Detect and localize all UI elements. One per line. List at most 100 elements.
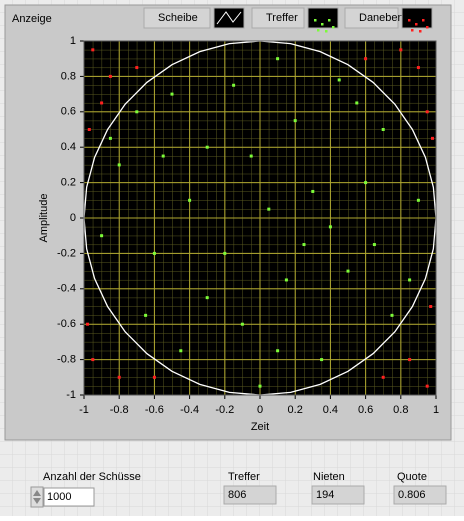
point: [135, 110, 139, 114]
legend-label: Scheibe: [158, 12, 198, 24]
point: [302, 243, 306, 247]
hits-value: 806: [228, 489, 246, 501]
point: [232, 83, 236, 87]
x-tick-label: -1: [79, 404, 89, 416]
legend-icon: [408, 19, 411, 22]
point: [346, 269, 350, 273]
spinner-arrows: [33, 490, 41, 504]
x-tick-label: 0.2: [288, 404, 303, 416]
y-tick-label: 0.8: [61, 70, 76, 82]
point: [381, 128, 385, 131]
point: [276, 57, 280, 61]
point: [240, 322, 244, 326]
point: [87, 128, 91, 131]
y-tick-label: 0.4: [61, 141, 76, 153]
y-tick-label: 0: [70, 212, 76, 224]
point: [416, 198, 420, 202]
point: [223, 251, 227, 255]
point: [381, 375, 385, 379]
point: [152, 251, 156, 255]
ratio-value: 0.806: [398, 489, 426, 501]
x-tick-label: 0.8: [393, 404, 408, 416]
point: [86, 322, 90, 326]
point: [108, 136, 112, 140]
legend-icon: [314, 19, 317, 22]
misses-value: 194: [316, 489, 334, 501]
legend-icon: [411, 29, 414, 32]
y-tick-label: -0.6: [57, 318, 76, 330]
x-axis-title: Zeit: [251, 421, 269, 433]
hits-label: Treffer: [228, 471, 260, 483]
y-tick-label: -1: [66, 389, 76, 401]
legend-icon: [321, 23, 324, 26]
point: [205, 145, 209, 149]
misses-indicator: [311, 485, 365, 505]
y-tick-label: -0.2: [57, 247, 76, 259]
point: [249, 154, 253, 158]
point: [355, 101, 359, 105]
point: [430, 136, 434, 140]
legend-icon-bg: [307, 7, 339, 29]
legend-label: Daneben: [359, 12, 404, 24]
x-tick-label: 0.4: [323, 404, 338, 416]
y-tick-label: 0.6: [61, 106, 76, 118]
legend-box: [251, 7, 305, 29]
y-tick-label: -0.4: [57, 283, 76, 295]
legend-box: [143, 7, 211, 29]
legend: Scheibe Treffer Daneben: [143, 7, 433, 33]
plot-border: [83, 40, 437, 396]
point: [425, 110, 429, 114]
point: [364, 57, 368, 61]
y-tick-label: -0.8: [57, 354, 76, 366]
count-value: 1000: [47, 491, 71, 503]
point: [311, 189, 315, 193]
point: [408, 358, 412, 362]
point: [337, 78, 341, 82]
point: [188, 198, 192, 202]
point: [429, 305, 433, 308]
point: [91, 358, 95, 362]
point: [100, 101, 104, 105]
point: [152, 375, 156, 379]
point: [258, 384, 262, 388]
hits-indicator: [223, 485, 277, 505]
point: [364, 181, 368, 185]
point: [320, 358, 324, 362]
point: [170, 92, 174, 96]
legend-icon: [426, 26, 429, 29]
count-input[interactable]: [43, 487, 95, 507]
point: [117, 163, 121, 167]
point: [416, 66, 420, 70]
point: [91, 48, 95, 52]
y-axis-title: Amplitude: [38, 194, 50, 243]
y-tick-label: 0.2: [61, 177, 76, 189]
legend-icon-bg: [401, 7, 433, 29]
point: [205, 296, 209, 300]
legend-icon: [415, 23, 418, 26]
point: [117, 375, 121, 379]
legend-icon-bg: [213, 7, 245, 29]
legend-icon: [325, 30, 328, 33]
x-tick-label: -0.2: [215, 404, 234, 416]
legend-icon: [317, 29, 320, 32]
x-tick-label: -0.6: [145, 404, 164, 416]
legend-box: [344, 7, 399, 29]
point: [390, 313, 394, 317]
point: [179, 349, 183, 353]
misses-label: Nieten: [313, 471, 345, 483]
point: [108, 74, 112, 78]
point: [284, 278, 288, 282]
ratio-label: Quote: [397, 471, 427, 483]
x-tick-label: 1: [433, 404, 439, 416]
legend-icon: [328, 19, 331, 22]
graph-label: Anzeige: [12, 13, 52, 25]
y-tick-label: 1: [70, 35, 76, 47]
point: [144, 313, 148, 317]
legend-icon: [216, 11, 242, 25]
spinner[interactable]: [30, 486, 44, 508]
point: [328, 225, 332, 229]
point: [293, 119, 297, 123]
point: [425, 384, 429, 388]
